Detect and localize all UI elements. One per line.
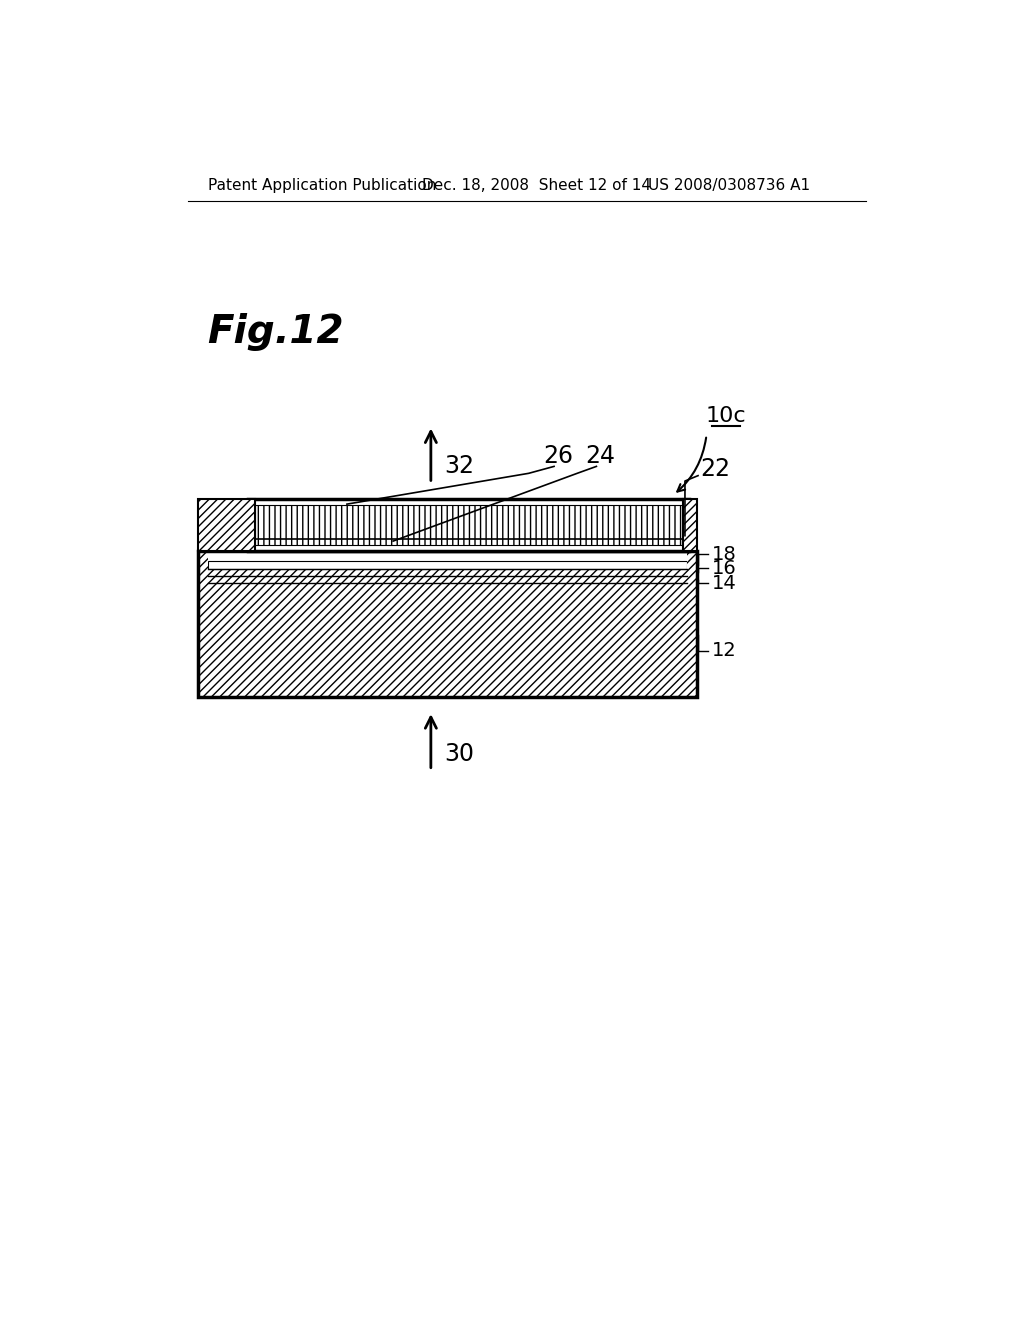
Text: Fig.12: Fig.12 bbox=[208, 313, 344, 351]
Bar bbox=[199, 552, 208, 697]
Bar bbox=[208, 569, 686, 576]
Bar bbox=[208, 576, 686, 583]
Bar bbox=[686, 552, 696, 697]
Bar bbox=[208, 561, 686, 569]
Bar bbox=[199, 688, 696, 697]
Text: 26: 26 bbox=[543, 445, 572, 469]
Text: Dec. 18, 2008  Sheet 12 of 14: Dec. 18, 2008 Sheet 12 of 14 bbox=[422, 178, 650, 193]
Text: 10c: 10c bbox=[706, 405, 746, 425]
Bar bbox=[249, 499, 689, 552]
Bar bbox=[199, 499, 255, 552]
Bar bbox=[208, 583, 686, 688]
Text: 12: 12 bbox=[712, 642, 736, 660]
Text: 30: 30 bbox=[444, 742, 475, 766]
Bar bbox=[199, 552, 696, 697]
Bar bbox=[255, 506, 683, 545]
Text: 18: 18 bbox=[712, 545, 736, 564]
Text: Patent Application Publication: Patent Application Publication bbox=[208, 178, 436, 193]
Text: 32: 32 bbox=[444, 454, 475, 478]
Text: 16: 16 bbox=[712, 558, 736, 578]
Bar bbox=[683, 499, 696, 552]
Text: 24: 24 bbox=[586, 445, 615, 469]
Text: 22: 22 bbox=[700, 458, 730, 482]
Text: 14: 14 bbox=[712, 574, 736, 593]
Text: US 2008/0308736 A1: US 2008/0308736 A1 bbox=[648, 178, 810, 193]
